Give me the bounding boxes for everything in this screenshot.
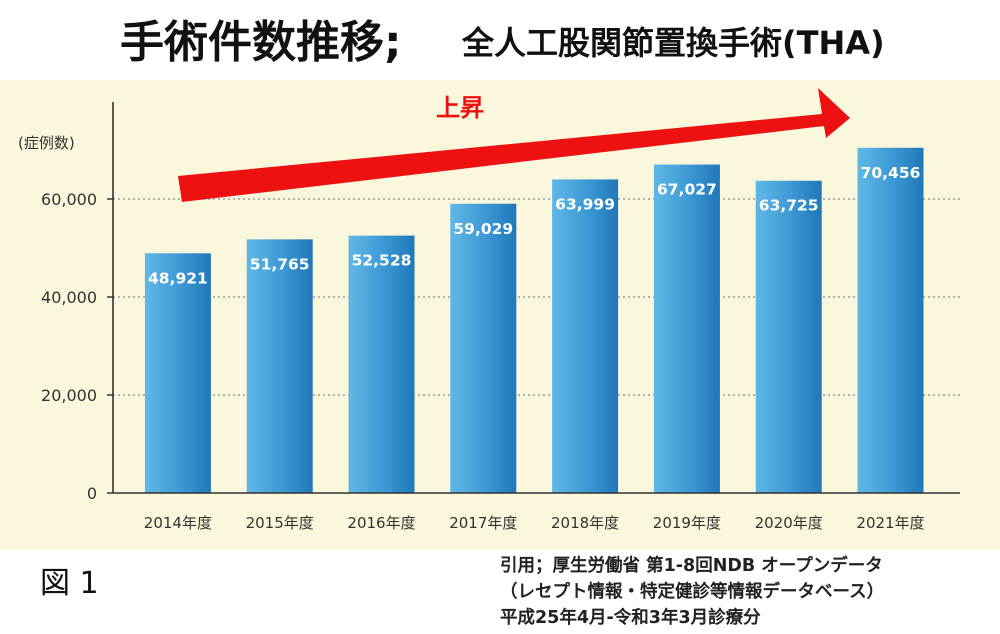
x-tick-label: 2014年度 bbox=[144, 514, 212, 532]
bar bbox=[144, 253, 211, 493]
y-tick-label: 60,000 bbox=[41, 190, 97, 209]
trend-arrow bbox=[178, 88, 850, 202]
x-tick-label: 2019年度 bbox=[653, 514, 721, 532]
bar-value-label: 63,725 bbox=[759, 197, 819, 215]
chart-title: 手術件数推移; bbox=[120, 17, 402, 68]
x-tick-label: 2021年度 bbox=[856, 514, 924, 532]
bar-value-label: 67,027 bbox=[657, 181, 717, 199]
trend-label: 上昇 bbox=[436, 94, 484, 122]
y-tick-label: 0 bbox=[87, 484, 97, 503]
citation: 引用；厚生労働省 第1-8回NDB オープンデータ （レセプト情報・特定健診等情… bbox=[500, 553, 884, 631]
bar bbox=[348, 235, 415, 493]
y-axis-label: (症例数) bbox=[18, 134, 75, 152]
y-tick-label: 20,000 bbox=[41, 386, 97, 405]
citation-line-3: 平成25年4月-令和3年3月診療分 bbox=[500, 608, 761, 628]
bar-value-label: 59,029 bbox=[453, 220, 513, 238]
figure-label: 図 1 bbox=[40, 566, 99, 601]
plot-panel: 48,921 51,765 52,528 59,029 63,999 67,027 63,7… bbox=[0, 80, 1000, 550]
bar-value-label: 70,456 bbox=[861, 164, 921, 182]
bar-value-label: 51,765 bbox=[250, 255, 310, 273]
chart-subtitle: 全人工股関節置換手術(THA) bbox=[462, 24, 885, 62]
bar bbox=[755, 180, 822, 493]
x-tick-label: 2020年度 bbox=[755, 514, 823, 532]
x-tick-label: 2015年度 bbox=[246, 514, 314, 532]
bar-chart: 48,921 51,765 52,528 59,029 63,999 67,027 63,7… bbox=[18, 88, 960, 532]
x-tick-label: 2017年度 bbox=[449, 514, 517, 532]
bar bbox=[653, 164, 720, 494]
bar bbox=[857, 147, 924, 493]
bar-value-label: 63,999 bbox=[555, 195, 615, 213]
bar bbox=[246, 239, 313, 493]
bar-value-label: 48,921 bbox=[148, 269, 208, 287]
y-tick-label: 40,000 bbox=[41, 288, 97, 307]
x-tick-label: 2016年度 bbox=[347, 514, 415, 532]
bar bbox=[552, 179, 619, 493]
bar bbox=[450, 203, 517, 493]
x-tick-label: 2018年度 bbox=[551, 514, 619, 532]
citation-line-1: 引用；厚生労働省 第1-8回NDB オープンデータ bbox=[500, 556, 883, 576]
bar-value-label: 52,528 bbox=[352, 252, 412, 270]
citation-line-2: （レセプト情報・特定健診等情報データベース） bbox=[500, 582, 885, 602]
